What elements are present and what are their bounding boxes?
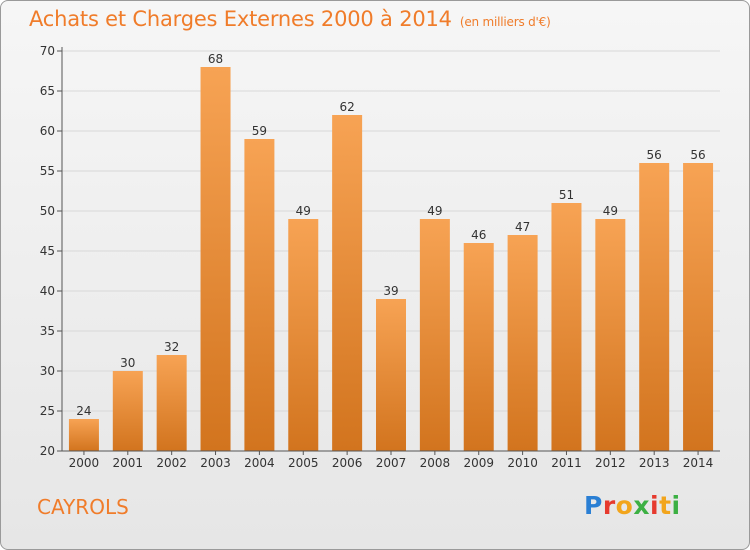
y-tick-label: 50 <box>40 204 55 218</box>
proxiti-logo[interactable]: Proxiti <box>584 491 681 520</box>
x-tick-label: 2006 <box>332 456 363 470</box>
logo-letter: P <box>584 491 603 520</box>
commune-name: CAYROLS <box>37 495 129 519</box>
x-tick-label: 2014 <box>683 456 714 470</box>
logo-letter: i <box>671 491 681 520</box>
logo-letter: x <box>633 491 650 520</box>
bar <box>288 219 319 451</box>
logo-letter: o <box>615 491 634 520</box>
bar <box>68 419 99 451</box>
y-tick-label: 40 <box>40 284 55 298</box>
x-tick-label: 2008 <box>420 456 451 470</box>
bar <box>156 355 187 451</box>
y-tick-label: 65 <box>40 84 55 98</box>
bar <box>376 299 406 451</box>
chart-title-text: Achats et Charges Externes 2000 à 2014 <box>29 7 452 31</box>
bar-value-label: 59 <box>252 124 267 138</box>
bar <box>112 371 143 451</box>
bar-value-label: 46 <box>471 228 486 242</box>
bar-value-label: 32 <box>164 340 179 354</box>
x-tick-label: 2009 <box>463 456 494 470</box>
x-tick-label: 2001 <box>113 456 144 470</box>
x-tick-label: 2007 <box>376 456 407 470</box>
x-tick-label: 2003 <box>200 456 231 470</box>
bar-value-label: 47 <box>515 220 530 234</box>
bar-value-label: 68 <box>208 52 223 66</box>
y-tick-label: 55 <box>40 164 55 178</box>
x-tick-label: 2000 <box>69 456 100 470</box>
y-tick-label: 25 <box>40 404 55 418</box>
bar <box>639 163 670 451</box>
bar-value-label: 56 <box>647 148 662 162</box>
x-tick-label: 2010 <box>507 456 538 470</box>
x-tick-label: 2002 <box>156 456 187 470</box>
bar-value-label: 49 <box>427 204 442 218</box>
bar <box>683 163 714 451</box>
bar <box>332 115 363 451</box>
bar <box>419 219 450 451</box>
bar-layer <box>68 67 714 451</box>
bar <box>551 203 582 451</box>
bar <box>200 67 231 451</box>
logo-letter: t <box>659 491 672 520</box>
logo-letter: r <box>602 491 616 520</box>
x-tick-label: 2011 <box>551 456 582 470</box>
y-tick-label: 20 <box>40 444 55 458</box>
bar-value-label: 56 <box>690 148 705 162</box>
bar <box>507 235 538 451</box>
bar-value-label: 51 <box>559 188 574 202</box>
y-tick-label: 30 <box>40 364 55 378</box>
bar <box>244 139 275 451</box>
bar-value-label: 30 <box>120 356 135 370</box>
y-tick-label: 60 <box>40 124 55 138</box>
bar-value-label: 49 <box>603 204 618 218</box>
y-tick-label: 70 <box>40 44 55 58</box>
label-layer: 24 30 32 68 59 49 62 39 49 46 47 51 49 56 56 <box>76 52 705 418</box>
logo-letter: i <box>650 491 660 520</box>
x-tick-label: 2004 <box>244 456 275 470</box>
bar-value-label: 39 <box>383 284 398 298</box>
y-tick-label: 35 <box>40 324 55 338</box>
bar <box>595 219 626 451</box>
bar <box>463 243 494 451</box>
y-tick-label: 45 <box>40 244 55 258</box>
bar-value-label: 62 <box>339 100 354 114</box>
chart-title: Achats et Charges Externes 2000 à 2014 (e… <box>29 7 551 31</box>
bar-value-label: 49 <box>296 204 311 218</box>
bar-value-label: 24 <box>76 404 91 418</box>
x-tick-label: 2005 <box>288 456 319 470</box>
x-tick-label: 2012 <box>595 456 626 470</box>
chart-unit: (en milliers d'€) <box>459 15 551 29</box>
x-tick-label: 2013 <box>639 456 670 470</box>
axis-layer: 20 25 30 35 40 45 50 55 60 65 70 2000 2001 2002 2003 20… <box>40 44 720 470</box>
